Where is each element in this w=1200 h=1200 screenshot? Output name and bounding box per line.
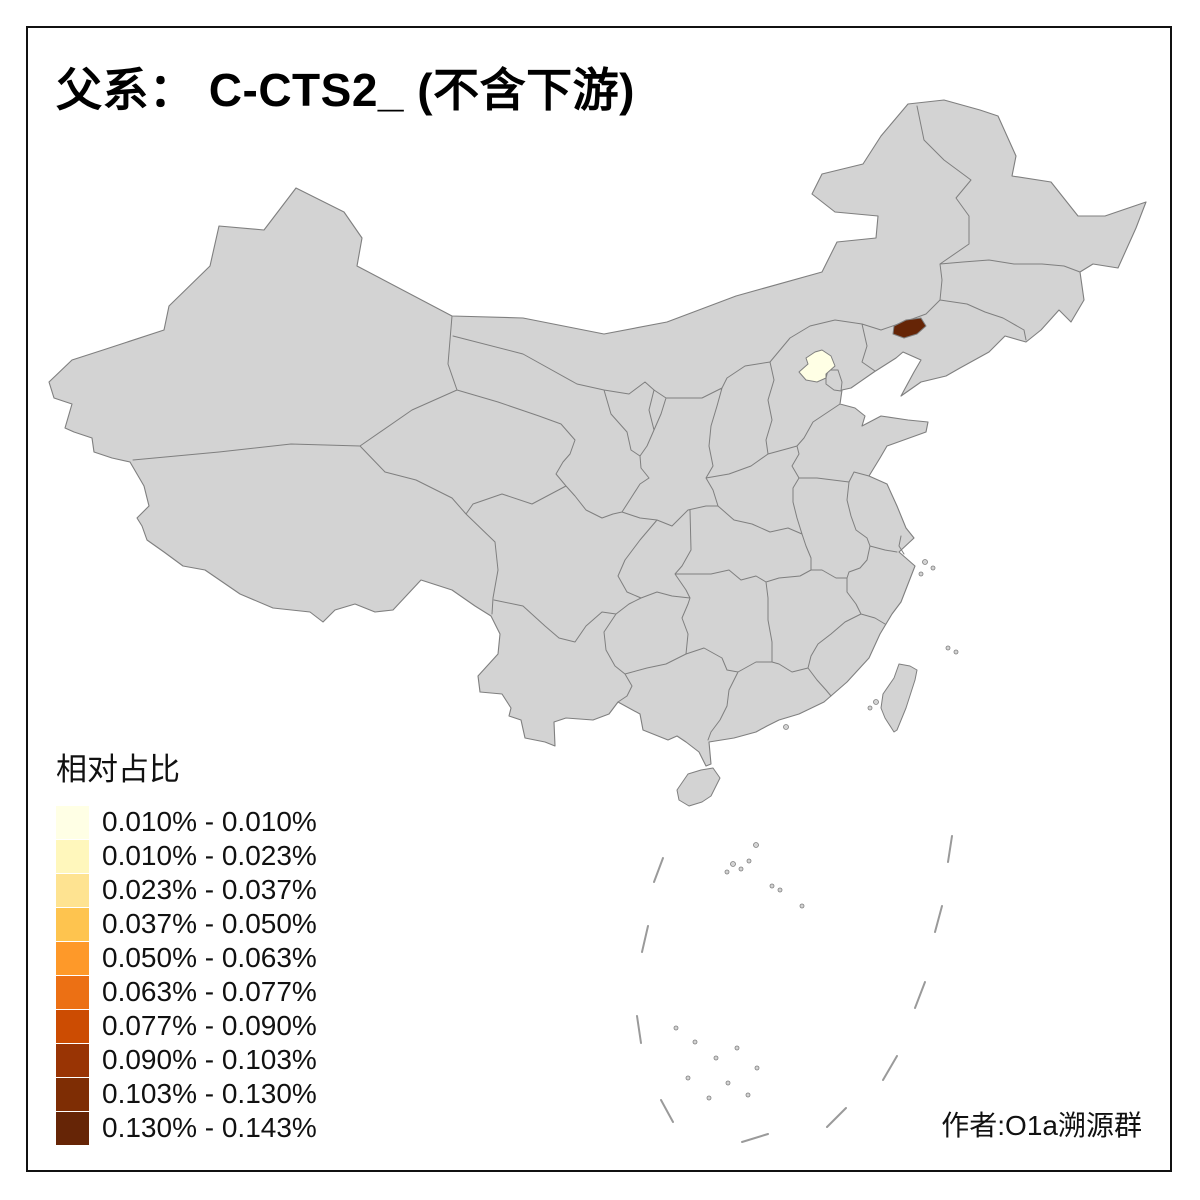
hainan-region <box>676 767 721 807</box>
legend-swatch <box>56 975 89 1009</box>
legend-swatch <box>56 1043 89 1077</box>
legend-label: 0.077% - 0.090% <box>102 1010 317 1041</box>
legend-label: 0.063% - 0.077% <box>102 976 317 1007</box>
legend-item: 0.037% - 0.050% <box>56 907 317 941</box>
legend-swatch <box>56 873 89 907</box>
legend-swatch <box>56 839 89 873</box>
legend-swatch <box>56 1111 89 1145</box>
legend-label: 0.037% - 0.050% <box>102 908 317 939</box>
legend-item: 0.010% - 0.023% <box>56 839 317 873</box>
nine-dash-line <box>636 835 953 1143</box>
legend-item: 0.063% - 0.077% <box>56 975 317 1009</box>
legend-swatch <box>56 907 89 941</box>
legend-item: 0.130% - 0.143% <box>56 1111 317 1145</box>
legend-label: 0.010% - 0.023% <box>102 840 317 871</box>
mainland-region <box>48 99 1147 767</box>
legend-item: 0.050% - 0.063% <box>56 941 317 975</box>
legend-swatch <box>56 1077 89 1111</box>
attribution: 作者:O1a溯源群 <box>941 1110 1142 1141</box>
legend-items: 0.010% - 0.010% 0.010% - 0.023% 0.023% -… <box>56 805 317 1145</box>
legend-label: 0.090% - 0.103% <box>102 1044 317 1075</box>
legend-item: 0.103% - 0.130% <box>56 1077 317 1111</box>
legend-item: 0.023% - 0.037% <box>56 873 317 907</box>
legend-swatch <box>56 941 89 975</box>
legend-label: 0.023% - 0.037% <box>102 874 317 905</box>
province-borders <box>132 105 1081 741</box>
map-title: 父系： C-CTS2_ (不含下游) <box>56 64 635 116</box>
legend: 相对占比 0.010% - 0.010% 0.010% - 0.023% 0.0… <box>56 744 317 1145</box>
legend-label: 0.130% - 0.143% <box>102 1112 317 1143</box>
legend-swatch <box>56 1009 89 1043</box>
legend-swatch <box>56 805 89 839</box>
taiwan-region <box>880 663 918 733</box>
legend-item: 0.010% - 0.010% <box>56 805 317 839</box>
legend-item: 0.090% - 0.103% <box>56 1043 317 1077</box>
legend-label: 0.050% - 0.063% <box>102 942 317 973</box>
west-liaoning-region <box>892 317 927 339</box>
small-islands <box>673 559 959 1101</box>
beijing-region <box>798 349 836 383</box>
legend-item: 0.077% - 0.090% <box>56 1009 317 1043</box>
legend-label: 0.010% - 0.010% <box>102 806 317 837</box>
legend-title: 相对占比 <box>56 752 180 787</box>
legend-label: 0.103% - 0.130% <box>102 1078 317 1109</box>
